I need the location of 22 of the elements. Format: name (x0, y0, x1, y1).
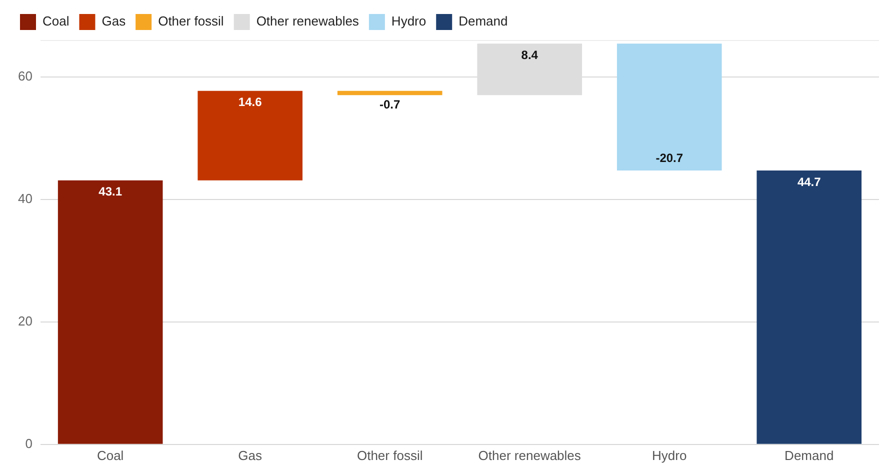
y-tick-label: 0 (25, 436, 32, 451)
x-tick-label: Other fossil (356, 448, 423, 463)
x-tick-label: Demand (784, 448, 834, 463)
x-tick-label: Coal (96, 448, 124, 463)
x-tick-label: Gas (238, 448, 263, 463)
legend-label: Hydro (391, 14, 426, 29)
y-tick-label: 40 (18, 190, 32, 206)
data-label: -0.7 (380, 97, 401, 112)
data-label: 44.7 (797, 174, 822, 189)
x-tick-label: Hydro (652, 448, 687, 463)
data-label: 43.1 (98, 184, 122, 199)
legend-label: Coal (42, 14, 70, 29)
x-tick-label: Other renewables (478, 448, 582, 463)
y-tick-label: 60 (18, 68, 32, 84)
legend-label: Other fossil (158, 14, 224, 29)
y-tick-label: 20 (18, 313, 32, 328)
data-label: 8.4 (521, 48, 538, 62)
legend-label: Gas (102, 14, 126, 29)
data-label: -20.7 (656, 150, 684, 165)
legend-label: Other renewables (256, 14, 360, 29)
legend-label: Demand (458, 14, 508, 29)
data-label: 14.6 (238, 95, 262, 110)
